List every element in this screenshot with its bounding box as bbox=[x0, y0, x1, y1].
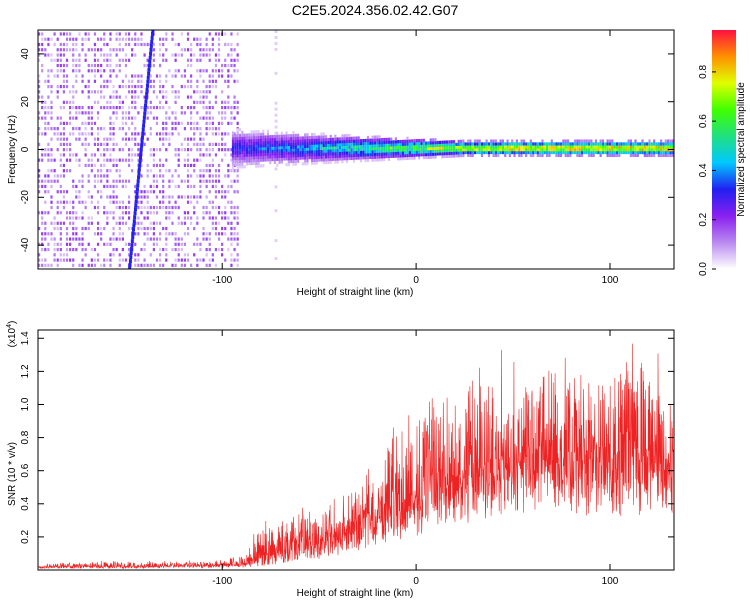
y-tick-label: 0.8 bbox=[20, 430, 31, 444]
y-tick-label: 20 bbox=[20, 96, 31, 108]
y-axis-label: SNR (10 * v/v) bbox=[7, 442, 18, 506]
x-tick-label: -100 bbox=[212, 576, 232, 587]
x-tick-label: 0 bbox=[413, 275, 419, 286]
spectrogram-cells bbox=[38, 30, 674, 269]
y-tick-label: 40 bbox=[20, 48, 31, 60]
spectrogram-panel: -100 0 100 -40 -20 0 20 40 Height of straight li… bbox=[7, 29, 675, 298]
snr-panel: -100 0 100 0.2 0.4 0.6 0.8 1.0 1.2 1.4 Height of s… bbox=[6, 321, 675, 599]
x-axis-label: Height of straight line (km) bbox=[297, 287, 414, 298]
y-tick-label: 1.4 bbox=[20, 331, 31, 345]
y-tick-label: -20 bbox=[20, 190, 31, 205]
y-tick-label: 0.4 bbox=[20, 496, 31, 510]
colorbar-tick-label: 0.4 bbox=[698, 163, 709, 177]
x-tick-label: -100 bbox=[212, 275, 232, 286]
colorbar-label: Normalized spectral amplitude bbox=[736, 82, 747, 217]
y-tick-label: 0.2 bbox=[20, 530, 31, 544]
x-axis-label: Height of straight line (km) bbox=[297, 588, 414, 599]
y-tick-label: 0 bbox=[20, 146, 31, 152]
colorbar-tick-label: 0.8 bbox=[698, 64, 709, 78]
figure-title: C2E5.2024.356.02.42.G07 bbox=[291, 2, 459, 18]
y-tick-label: 1.0 bbox=[20, 397, 31, 411]
colorbar-tick-label: 0.2 bbox=[698, 212, 709, 226]
y-multiplier-label: (x104) bbox=[6, 321, 18, 348]
y-tick-label: -40 bbox=[20, 237, 31, 252]
colorbar-tick-label: 0.6 bbox=[698, 114, 709, 128]
colorbar: 0.0 0.2 0.4 0.6 0.8 Normalized spectral ampli… bbox=[698, 30, 747, 276]
y-tick-label: 1.2 bbox=[20, 364, 31, 378]
x-tick-label: 100 bbox=[602, 275, 619, 286]
x-tick-label: 0 bbox=[413, 576, 419, 587]
x-tick-label: 100 bbox=[602, 576, 619, 587]
snr-frame bbox=[37, 329, 675, 571]
snr-series-line bbox=[38, 343, 674, 570]
y-tick-label: 0.6 bbox=[20, 463, 31, 477]
y-axis-label: Frequency (Hz) bbox=[7, 115, 18, 184]
snr-line-group bbox=[38, 343, 674, 570]
colorbar-gradient bbox=[712, 30, 736, 269]
colorbar-tick-label: 0.0 bbox=[698, 262, 709, 276]
